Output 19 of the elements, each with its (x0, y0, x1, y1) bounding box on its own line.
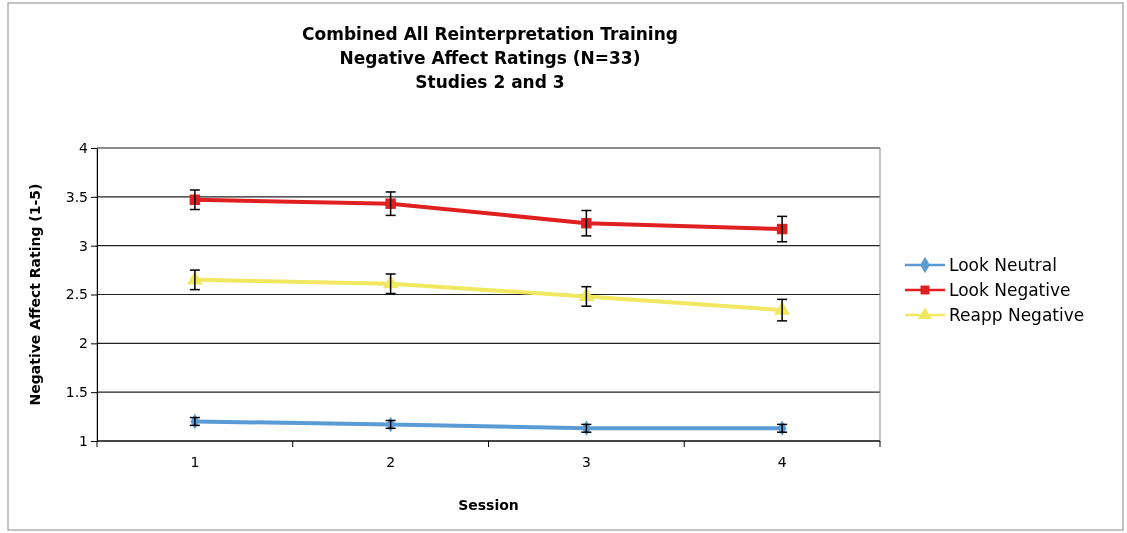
legend-label: Look Neutral (949, 255, 1057, 275)
x-tick-label: 1 (190, 454, 200, 470)
point (385, 198, 396, 209)
x-axis-title: Session (458, 497, 519, 513)
x-tick-label: 3 (581, 454, 591, 470)
x-tick-label: 2 (386, 454, 396, 470)
y-axis-title: Negative Affect Rating (1-5) (27, 183, 43, 406)
legend-label: Reapp Negative (949, 305, 1085, 325)
y-tick-label: 3 (79, 237, 88, 254)
chart-title: Combined All Reinterpretation Training Negative Affect Ratings (N=33) Studies 2 and 3 (302, 24, 678, 92)
legend-label: Look Negative (949, 280, 1071, 300)
y-tick-label: 1.5 (65, 384, 88, 401)
x-tick-label: 4 (777, 454, 787, 470)
point (581, 217, 592, 229)
y-tick-label: 2 (79, 335, 88, 352)
y-tick-label: 2.5 (65, 286, 88, 303)
y-tick-label: 3.5 (65, 188, 88, 205)
y-tick-label: 1 (79, 432, 88, 449)
y-tick-label: 4 (79, 139, 89, 156)
